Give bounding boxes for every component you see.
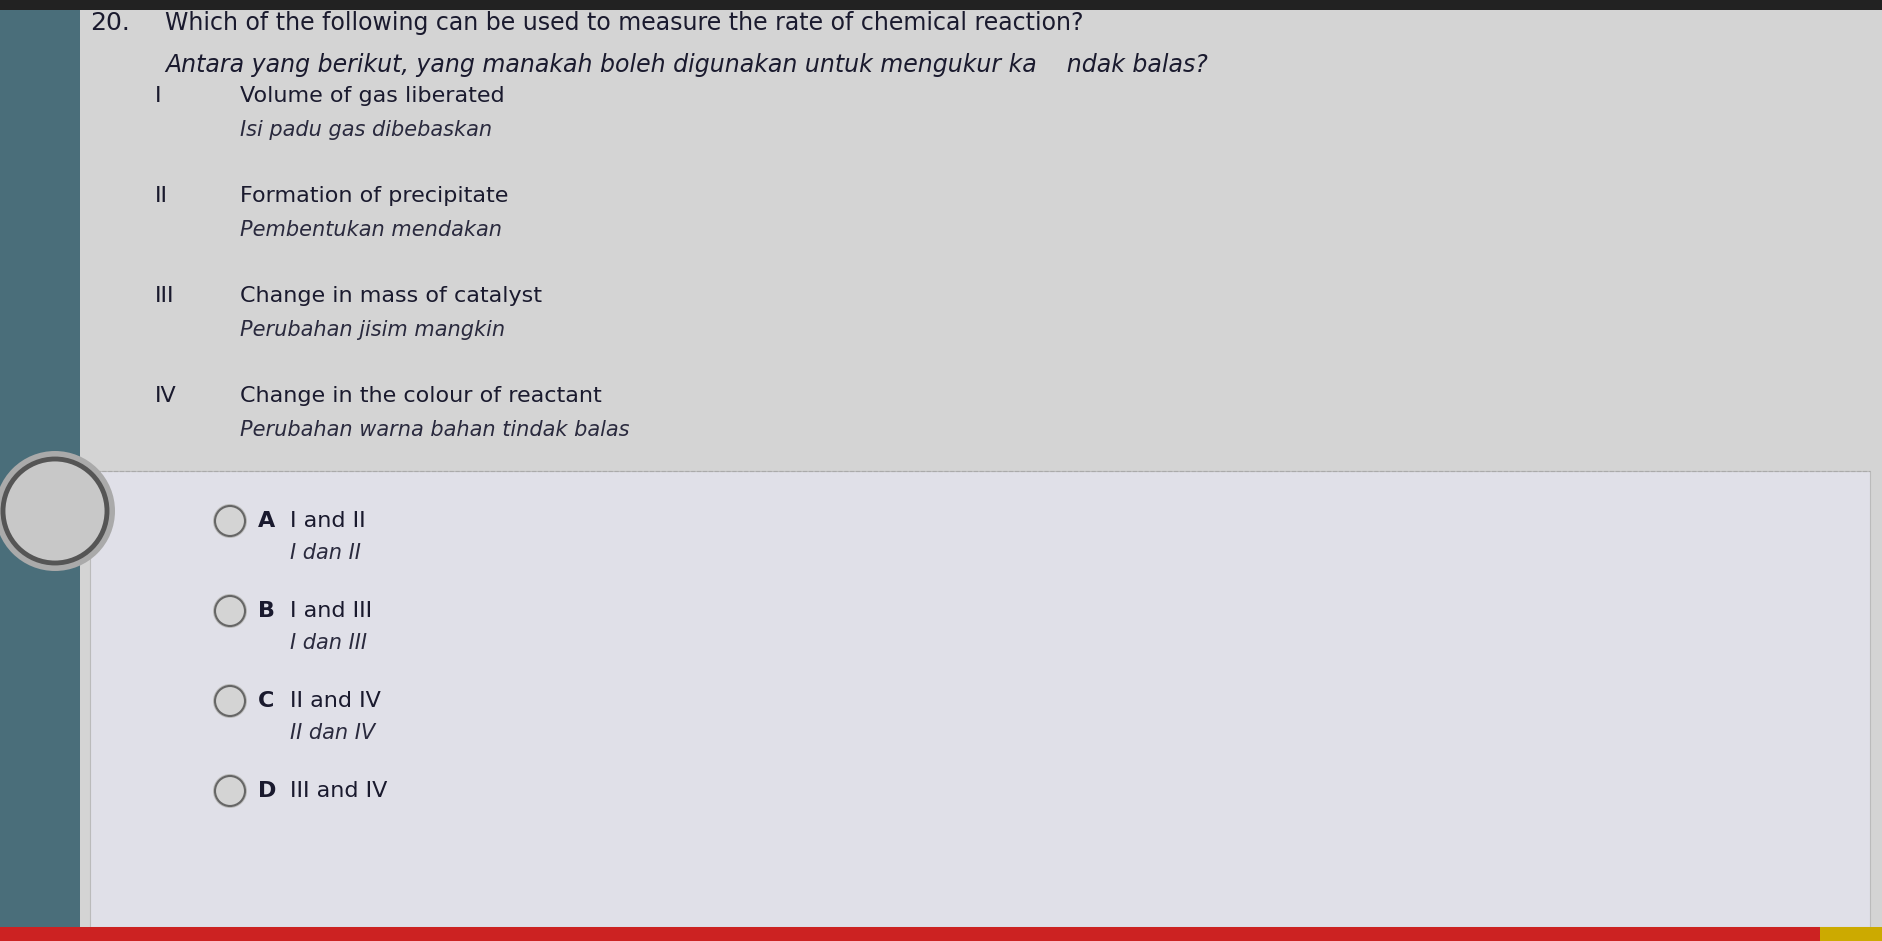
Circle shape [215,776,245,806]
Text: I and II: I and II [290,511,365,531]
Bar [1820,927,1882,941]
Text: C: C [258,691,275,711]
Text: A: A [258,511,275,531]
Text: D: D [258,781,277,801]
Text: II and IV: II and IV [290,691,380,711]
Text: Isi padu gas dibebaskan: Isi padu gas dibebaskan [239,120,491,140]
Text: II dan IV: II dan IV [290,723,375,743]
Bar [0,927,1882,941]
Circle shape [213,594,247,628]
Text: III and IV: III and IV [290,781,388,801]
Circle shape [213,774,247,808]
Circle shape [215,686,245,716]
Text: Volume of gas liberated: Volume of gas liberated [239,86,504,106]
Text: III: III [154,286,175,306]
Text: I and III: I and III [290,601,373,621]
Text: Perubahan warna bahan tindak balas: Perubahan warna bahan tindak balas [239,420,629,440]
Circle shape [0,451,115,571]
Text: I dan III: I dan III [290,633,367,653]
Circle shape [215,506,245,536]
Circle shape [213,504,247,538]
Bar [90,471,1869,927]
Text: II: II [154,186,167,206]
Text: Antara yang berikut, yang manakah boleh digunakan untuk mengukur ka    ndak bala: Antara yang berikut, yang manakah boleh … [166,53,1206,77]
Text: Pembentukan mendakan: Pembentukan mendakan [239,220,502,240]
Text: I: I [154,86,162,106]
Text: B: B [258,601,275,621]
Circle shape [213,684,247,718]
Text: Change in the colour of reactant: Change in the colour of reactant [239,386,602,406]
Text: Formation of precipitate: Formation of precipitate [239,186,508,206]
Text: Perubahan jisim mangkin: Perubahan jisim mangkin [239,320,504,340]
Circle shape [215,596,245,626]
Text: I dan II: I dan II [290,543,361,563]
Circle shape [4,459,107,563]
Text: Which of the following can be used to measure the rate of chemical reaction?: Which of the following can be used to me… [166,11,1082,35]
Text: 20.: 20. [90,11,130,35]
Bar [0,0,1882,10]
Text: Change in mass of catalyst: Change in mass of catalyst [239,286,542,306]
Text: IV: IV [154,386,177,406]
Bar [0,0,79,941]
